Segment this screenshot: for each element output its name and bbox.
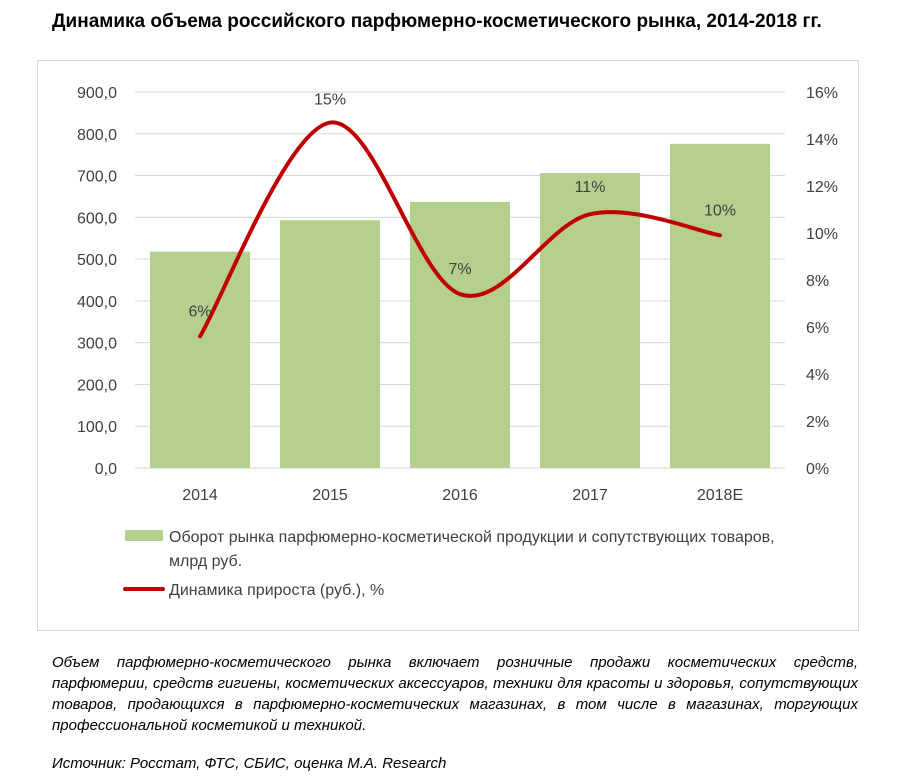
y-left-tick-label: 300,0 <box>77 336 117 353</box>
bar <box>409 201 511 468</box>
x-tick-label: 2017 <box>572 487 608 504</box>
line-data-label: 10% <box>704 202 736 219</box>
bar <box>539 173 641 468</box>
legend-swatch-bars <box>125 530 163 541</box>
y-right-tick-label: 0% <box>806 461 829 478</box>
y-left-tick-label: 0,0 <box>95 461 117 478</box>
x-tick-label: 2018E <box>697 487 743 504</box>
y-left-tick-label: 600,0 <box>77 210 117 227</box>
legend-label-line: Динамика прироста (руб.), % <box>169 582 384 599</box>
chart-source: Источник: Росстат, ФТС, СБИС, оценка М.А… <box>52 755 447 772</box>
bar <box>149 251 251 468</box>
y-right-tick-label: 8% <box>806 273 829 290</box>
legend-label-bars: Оборот рынка парфюмерно-косметической пр… <box>169 529 775 546</box>
y-left-tick-label: 700,0 <box>77 169 117 186</box>
line-data-label: 6% <box>188 303 211 320</box>
y-left-tick-label: 400,0 <box>77 294 117 311</box>
y-left-tick-label: 900,0 <box>77 85 117 102</box>
chart-svg: 0,0 100,0 200,0 300,0 400,0 500,0 600,0 700,0 80… <box>77 85 838 599</box>
bar <box>279 220 381 468</box>
y-left-tick-label: 200,0 <box>77 377 117 394</box>
y-right-tick-label: 16% <box>806 85 838 102</box>
legend-label-bars-line2: млрд руб. <box>169 553 242 570</box>
y-right-tick-label: 4% <box>806 367 829 384</box>
x-tick-label: 2015 <box>312 487 348 504</box>
y-left-tick-label: 100,0 <box>77 419 117 436</box>
line-data-label: 7% <box>448 261 471 278</box>
y-right-tick-label: 10% <box>806 226 838 243</box>
line-data-label: 15% <box>314 92 346 109</box>
x-tick-label: 2016 <box>442 487 478 504</box>
y-left-tick-label: 800,0 <box>77 127 117 144</box>
chart-title: Динамика объема российского парфюмерно-к… <box>52 11 822 32</box>
line-data-label: 11% <box>575 179 606 196</box>
y-right-tick-label: 2% <box>806 414 829 431</box>
x-tick-label: 2014 <box>182 487 218 504</box>
chart-frame <box>37 60 859 631</box>
y-right-tick-label: 14% <box>806 132 838 149</box>
growth-line <box>198 120 722 339</box>
y-right-tick-label: 12% <box>806 179 838 196</box>
y-right-tick-label: 6% <box>806 320 829 337</box>
chart-note: Объем парфюмерно-косметического рынка вк… <box>52 654 858 734</box>
bar <box>669 143 771 468</box>
y-left-tick-label: 500,0 <box>77 252 117 269</box>
